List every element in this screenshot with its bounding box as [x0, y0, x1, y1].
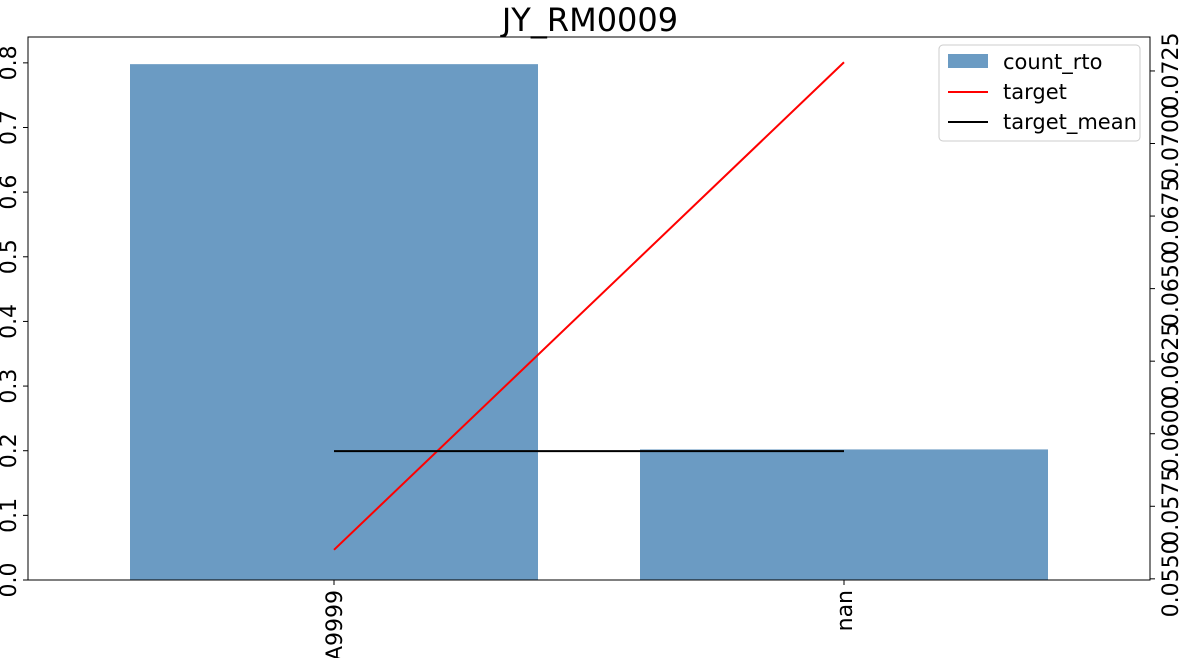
line-target	[333, 61, 845, 551]
right-tick-label: 0.0675	[1159, 178, 1182, 255]
legend-label-count-rto: count_rto	[1003, 50, 1102, 75]
left-tick-label: 0.7	[0, 110, 22, 145]
right-tick-label: 0.0700	[1159, 105, 1182, 182]
left-tick-label: 0.4	[0, 304, 22, 339]
x-tick-label: nan	[833, 590, 858, 631]
x-axis: A9999 nan	[323, 580, 858, 658]
left-tick-label: 0.5	[0, 239, 22, 274]
right-tick-label: 0.0600	[1159, 395, 1182, 472]
legend-box	[938, 44, 1141, 142]
legend: count_rto target target_mean	[938, 44, 1141, 142]
right-tick-label: 0.0625	[1159, 323, 1182, 400]
left-tick-label: 0.2	[0, 433, 22, 468]
right-tick-label: 0.0650	[1159, 250, 1182, 327]
legend-label-target-mean: target_mean	[1003, 110, 1137, 135]
right-axis: 0.05500.05750.06000.06250.06500.06750.07…	[1150, 32, 1182, 617]
left-tick-label: 0.1	[0, 498, 22, 533]
left-tick-label: 0.0	[0, 563, 22, 598]
right-tick-label: 0.0725	[1159, 32, 1182, 109]
bar-count-rto-a9999	[130, 64, 538, 580]
left-axis: 0.0 0.1 0.2 0.3 0.4 0.5 0.6 0.7 0.8	[0, 45, 28, 598]
left-tick-label: 0.8	[0, 45, 22, 80]
legend-swatch-count-rto	[948, 54, 988, 68]
right-tick-label: 0.0550	[1159, 540, 1182, 617]
bar-count-rto-nan	[640, 449, 1048, 580]
legend-label-target: target	[1003, 80, 1067, 104]
bars-layer	[130, 64, 1048, 580]
right-tick-label: 0.0575	[1159, 468, 1182, 545]
left-tick-label: 0.3	[0, 369, 22, 404]
lines-layer	[333, 61, 845, 551]
x-tick-label: A9999	[323, 590, 348, 658]
chart-title: JY_RM0009	[500, 1, 678, 39]
plot-frame	[27, 36, 1151, 581]
left-tick-label: 0.6	[0, 175, 22, 210]
